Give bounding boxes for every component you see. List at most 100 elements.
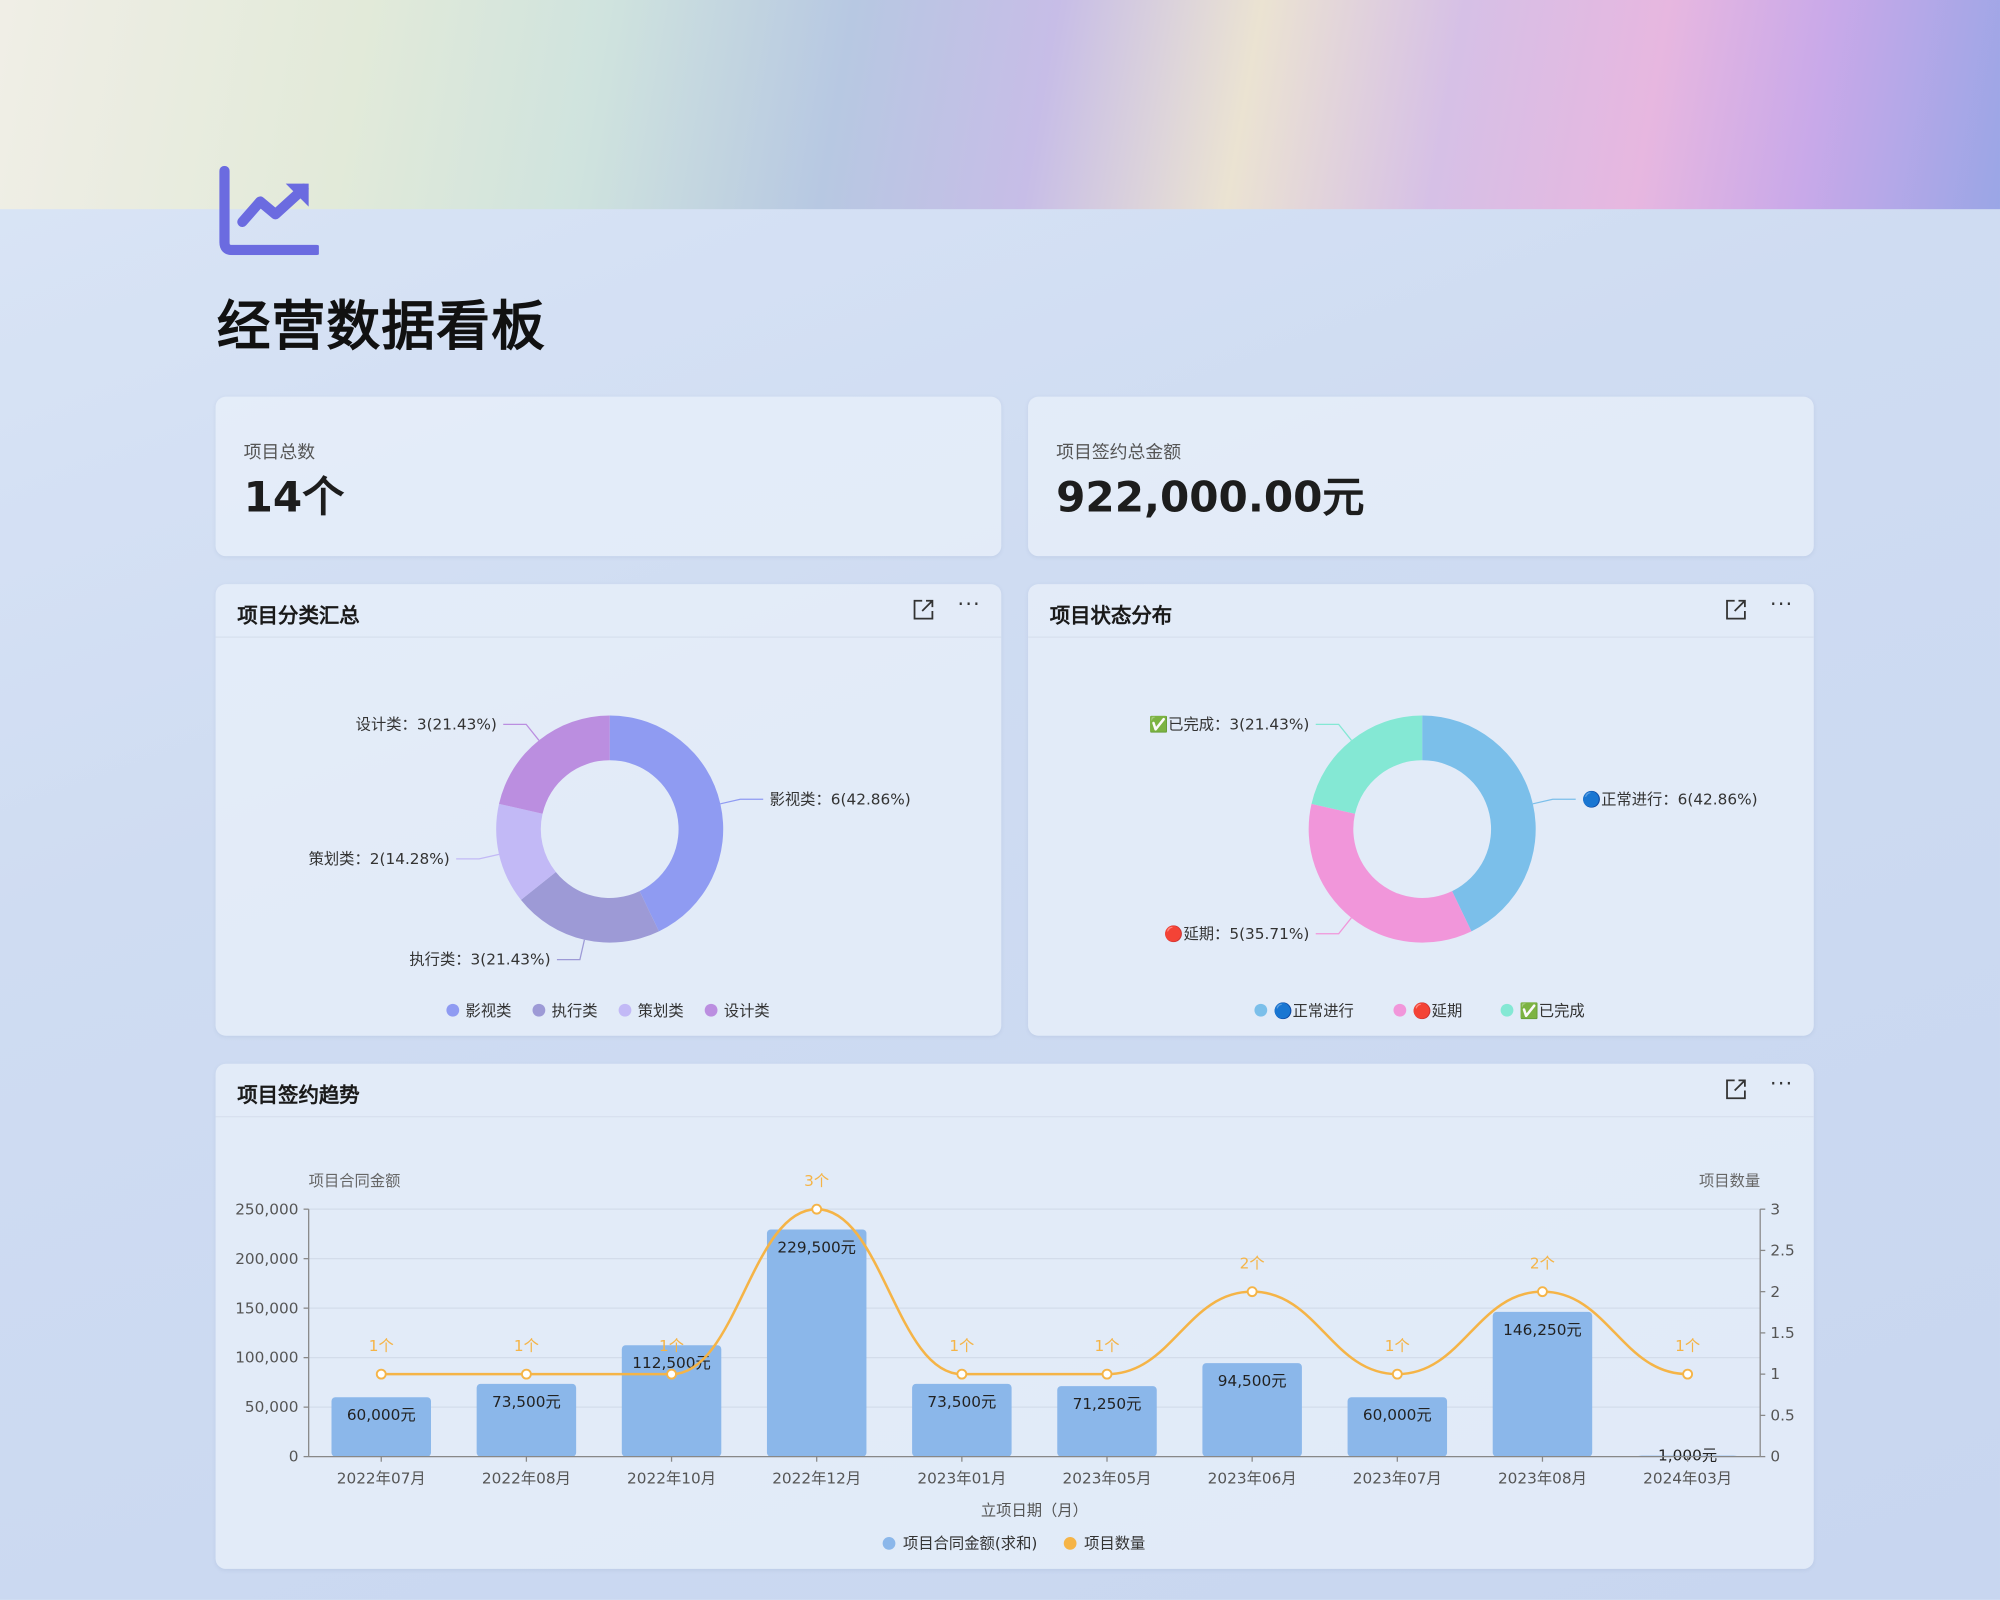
count-label: 2个 bbox=[1530, 1255, 1555, 1273]
signing-trend-card: 项目签约趋势 ··· 项目合同金额 项目数量 0 50,000 100,000 150,0… bbox=[215, 1063, 1814, 1569]
kpi-label: 项目签约总金额 bbox=[1056, 442, 1182, 464]
right-axis-tick-label: 1 bbox=[1770, 1365, 1780, 1383]
left-axis-title: 项目合同金额 bbox=[309, 1172, 401, 1190]
legend-marker bbox=[1254, 1003, 1268, 1017]
bar bbox=[1347, 1397, 1448, 1457]
count-point bbox=[375, 1368, 387, 1380]
x-axis-tick-label: 2023年01月 bbox=[917, 1469, 1006, 1487]
donut-slice bbox=[1308, 803, 1472, 943]
card-header: 项目分类汇总 ··· bbox=[215, 584, 1002, 638]
donut-slice bbox=[520, 872, 659, 943]
count-label: 1个 bbox=[1675, 1337, 1700, 1355]
legend-marker bbox=[532, 1003, 546, 1017]
bar-value-label: 229,500元 bbox=[777, 1238, 856, 1256]
bar bbox=[912, 1383, 1012, 1457]
legend-item-已完成: ✅已完成 bbox=[1520, 1002, 1585, 1020]
right-axis-tick-label: 2 bbox=[1770, 1283, 1780, 1301]
bar-value-label: 60,000元 bbox=[1363, 1406, 1432, 1424]
count-point bbox=[666, 1368, 677, 1380]
right-axis-title: 项目数量 bbox=[1699, 1172, 1760, 1190]
more-options-button[interactable]: ··· bbox=[1770, 1071, 1794, 1096]
legend-item-策划类: 策划类 bbox=[638, 1002, 684, 1020]
count-point bbox=[1537, 1286, 1548, 1298]
kpi-card-contract-total: 项目签约总金额 922,000.00元 bbox=[1028, 396, 1814, 557]
x-axis-tick-label: 2023年06月 bbox=[1208, 1469, 1297, 1487]
more-options-button[interactable]: ··· bbox=[1770, 591, 1794, 617]
bar-value-label: 146,250元 bbox=[1503, 1321, 1582, 1339]
status-donut-chart: 🔵正常进行：6(42.86%) 🔴延期：5(35.71%) ✅已完成：3(21.43… bbox=[1149, 715, 1758, 1020]
card-title: 项目分类汇总 bbox=[237, 603, 360, 628]
external-link-icon[interactable] bbox=[1724, 598, 1747, 621]
bar bbox=[331, 1397, 431, 1457]
count-point bbox=[1391, 1368, 1403, 1380]
kpi-value: 14个 bbox=[243, 471, 345, 522]
x-axis-tick-label: 2022年07月 bbox=[337, 1469, 426, 1487]
legend-marker bbox=[446, 1003, 460, 1017]
left-axis-tick-label: 150,000 bbox=[235, 1299, 298, 1317]
bar-value-label: 60,000元 bbox=[347, 1406, 416, 1424]
count-point bbox=[956, 1368, 968, 1380]
bar-value-label: 71,250元 bbox=[1073, 1395, 1142, 1413]
label-leader-line bbox=[720, 798, 764, 805]
legend-marker bbox=[1393, 1003, 1407, 1017]
count-label: 1个 bbox=[1385, 1337, 1410, 1355]
bar bbox=[1492, 1311, 1593, 1457]
right-axis-tick-label: 3 bbox=[1770, 1200, 1780, 1218]
external-link-icon[interactable] bbox=[1724, 1078, 1747, 1101]
donut-slice bbox=[496, 803, 556, 900]
x-axis-tick-label: 2022年08月 bbox=[482, 1469, 571, 1487]
label-leader-line bbox=[456, 853, 500, 860]
trend-chart-icon bbox=[219, 165, 319, 256]
kpi-label: 项目总数 bbox=[243, 442, 316, 464]
count-point bbox=[1682, 1368, 1694, 1380]
donut-slice bbox=[499, 715, 610, 814]
label-leader-line bbox=[1315, 917, 1352, 935]
count-label: 1个 bbox=[1094, 1337, 1119, 1355]
bar-value-label: 1,000元 bbox=[1658, 1447, 1717, 1465]
legend-item-amount: 项目合同金额(求和) bbox=[903, 1534, 1037, 1552]
right-axis-tick-label: 1.5 bbox=[1770, 1324, 1794, 1342]
bar-value-label: 73,500元 bbox=[927, 1393, 996, 1411]
x-axis-tick-label: 2022年12月 bbox=[772, 1469, 861, 1487]
slice-label: 策划类：2(14.28%) bbox=[309, 850, 450, 868]
left-axis-tick-label: 200,000 bbox=[235, 1250, 298, 1268]
donut-slice bbox=[609, 715, 724, 932]
slice-label: 执行类：3(21.43%) bbox=[409, 951, 550, 969]
count-label: 1个 bbox=[369, 1337, 394, 1355]
kpi-value: 922,000.00元 bbox=[1056, 471, 1365, 522]
donut-slice bbox=[1311, 715, 1423, 814]
bar bbox=[1202, 1363, 1302, 1457]
bar bbox=[1057, 1386, 1157, 1457]
count-point bbox=[1101, 1368, 1113, 1380]
kpi-card-project-count: 项目总数 14个 bbox=[215, 396, 1002, 557]
legend-marker bbox=[882, 1536, 896, 1550]
count-point bbox=[811, 1203, 823, 1215]
more-options-button[interactable]: ··· bbox=[957, 591, 981, 617]
count-label: 1个 bbox=[949, 1337, 974, 1355]
legend-item-执行类: 执行类 bbox=[552, 1002, 598, 1020]
card-header: 项目状态分布 ··· bbox=[1028, 584, 1814, 638]
external-link-icon[interactable] bbox=[912, 598, 935, 621]
label-leader-line bbox=[556, 939, 586, 961]
legend-marker bbox=[1500, 1003, 1514, 1017]
bar bbox=[766, 1229, 867, 1457]
legend-item-count: 项目数量 bbox=[1084, 1534, 1145, 1552]
bar-value-label: 73,500元 bbox=[492, 1393, 561, 1411]
slice-label: ✅已完成：3(21.43%) bbox=[1149, 715, 1309, 733]
slice-label: 设计类：3(21.43%) bbox=[356, 715, 497, 733]
right-axis-tick-label: 0.5 bbox=[1770, 1406, 1794, 1424]
x-axis-title: 立项日期（月） bbox=[981, 1501, 1088, 1519]
legend-marker bbox=[1063, 1536, 1077, 1550]
legend-item-影视类: 影视类 bbox=[466, 1002, 512, 1020]
status-distribution-card: 项目状态分布 ··· 🔵正常进行：6(42.86%) 🔴延期：5(35.71%) ✅… bbox=[1028, 584, 1814, 1036]
count-line bbox=[381, 1207, 1688, 1376]
legend-marker bbox=[618, 1003, 632, 1017]
header-banner bbox=[0, 0, 2000, 210]
slice-label: 🔴延期：5(35.71%) bbox=[1164, 925, 1309, 943]
count-label: 2个 bbox=[1240, 1255, 1265, 1273]
card-header: 项目签约趋势 ··· bbox=[215, 1064, 1814, 1118]
page-title: 经营数据看板 bbox=[216, 294, 546, 358]
x-axis-tick-label: 2023年05月 bbox=[1063, 1469, 1152, 1487]
right-axis-tick-label: 2.5 bbox=[1770, 1242, 1794, 1260]
